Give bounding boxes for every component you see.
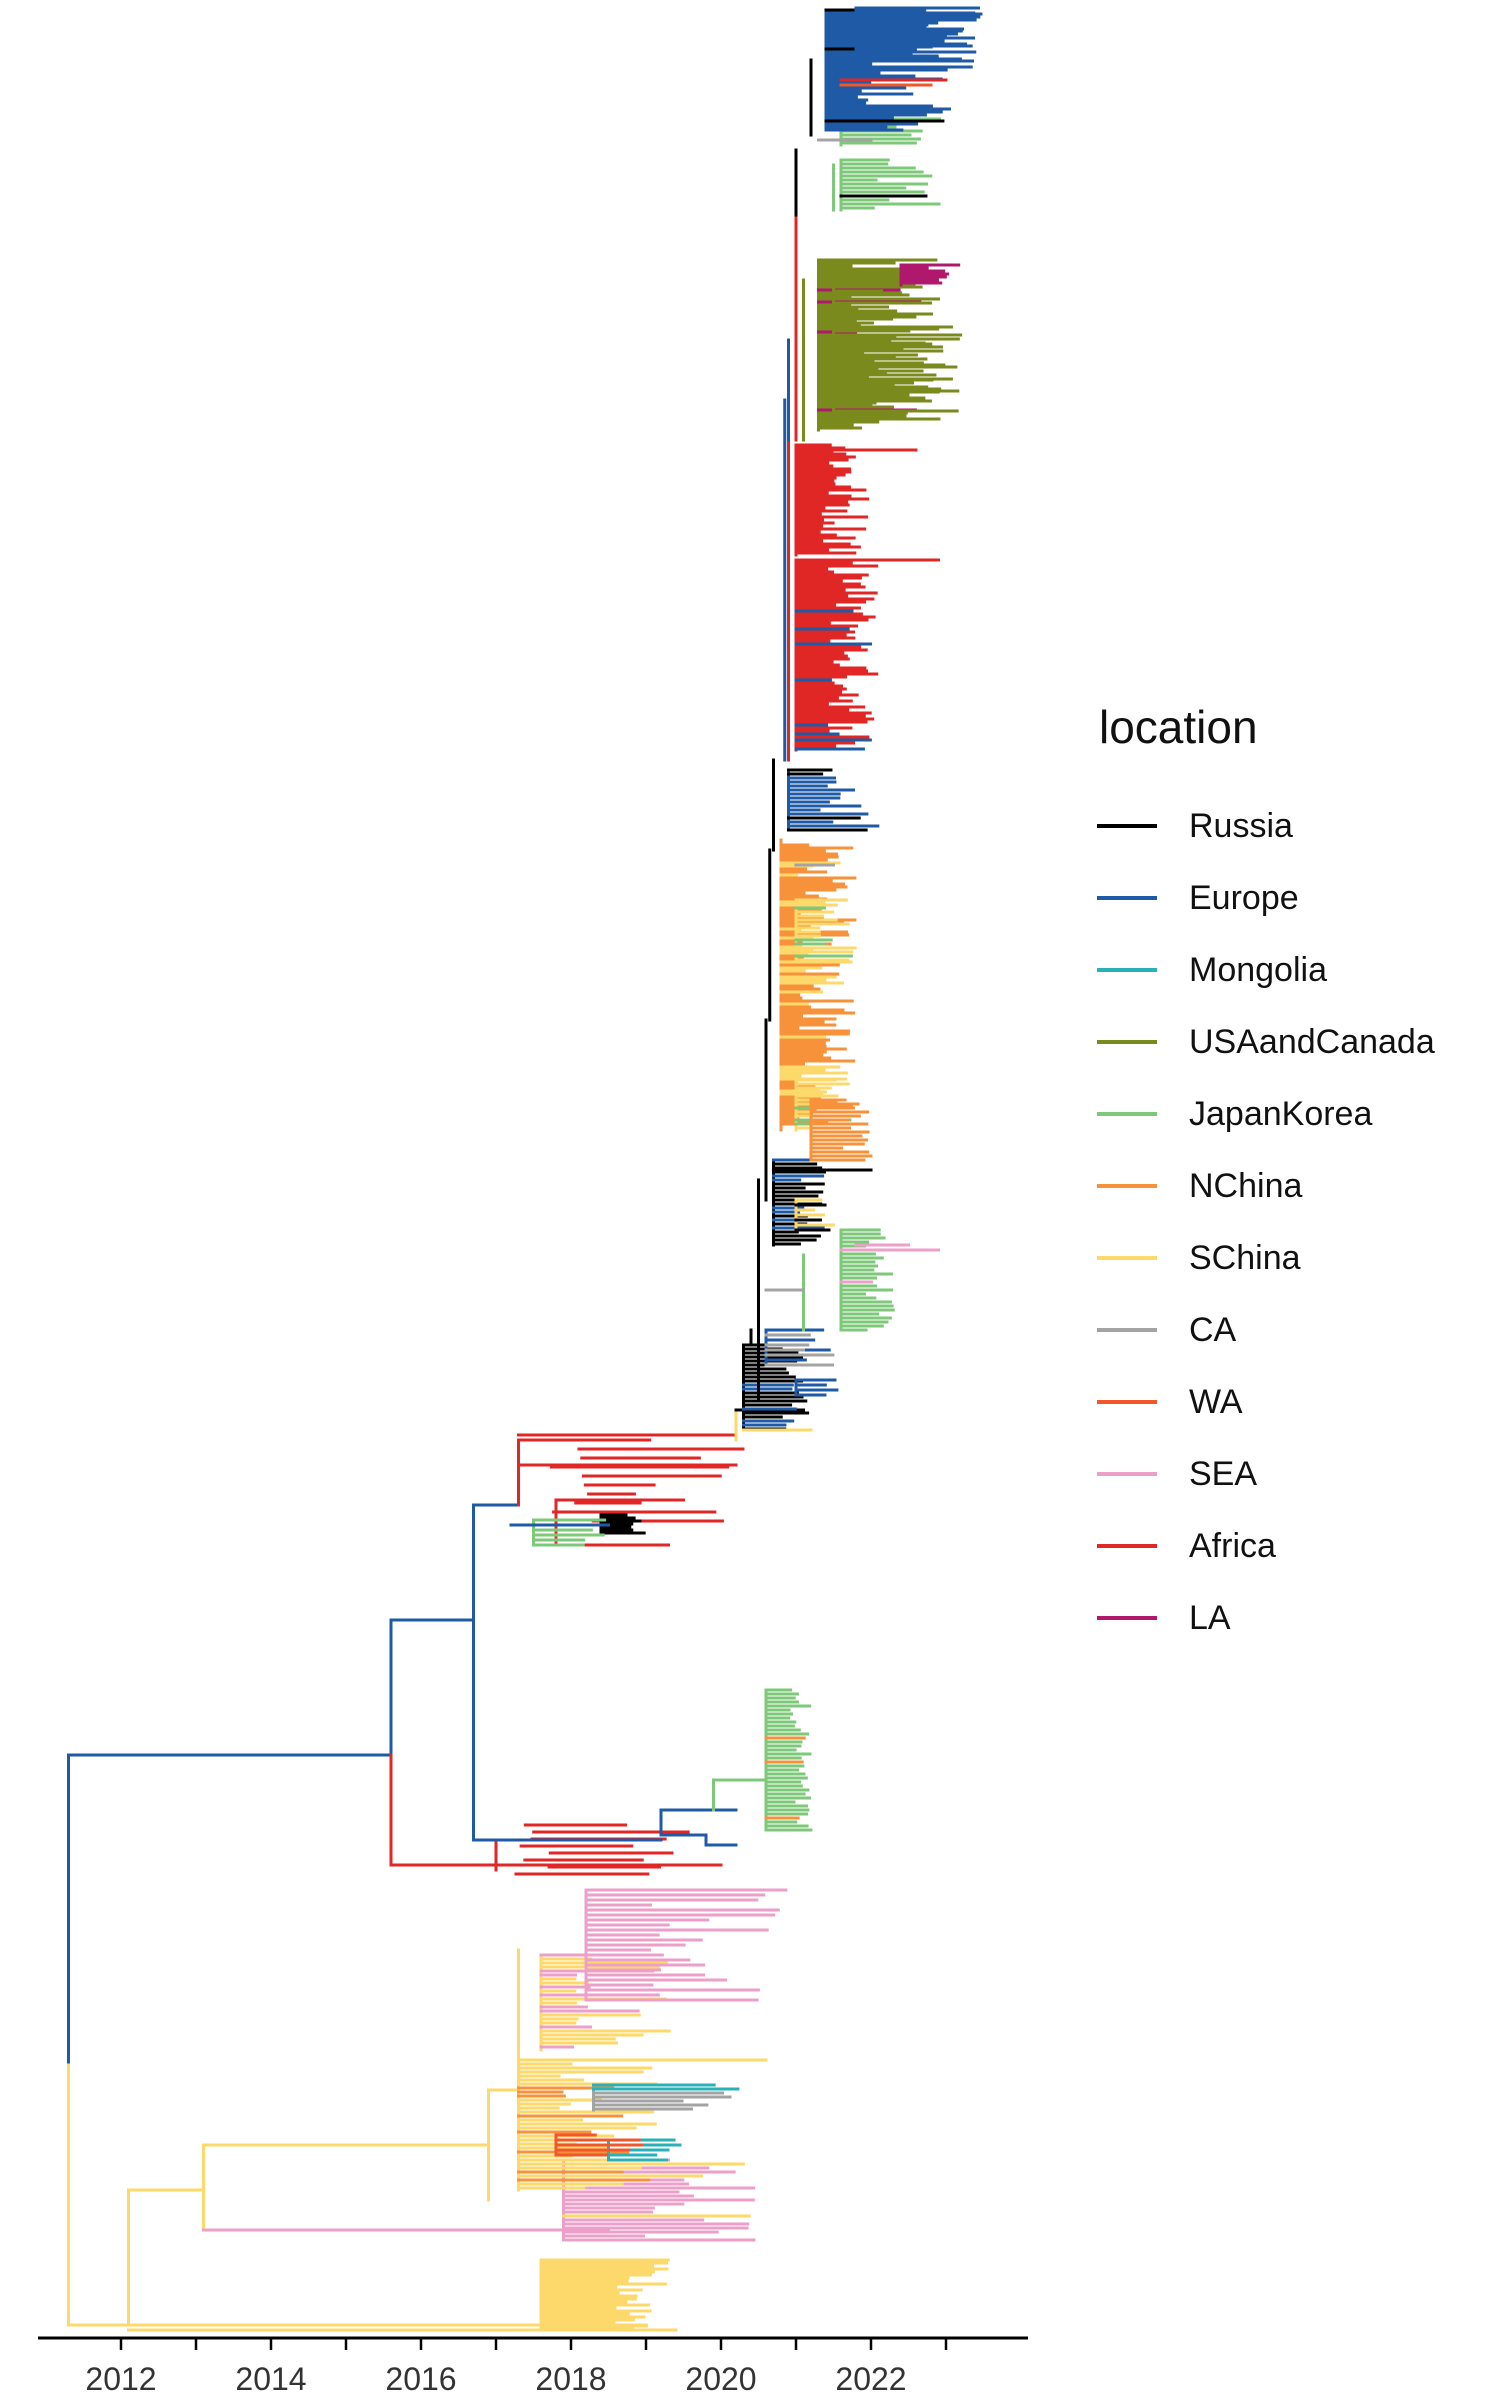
legend-label: JapanKorea xyxy=(1189,1094,1373,1133)
x-tick-label: 2016 xyxy=(385,2361,456,2397)
legend-label: Africa xyxy=(1189,1526,1276,1565)
legend-item-ca: CA xyxy=(1095,1294,1495,1366)
legend-swatch xyxy=(1097,896,1157,900)
legend-swatch xyxy=(1097,1616,1157,1620)
legend-swatch xyxy=(1097,1472,1157,1476)
legend-label: SEA xyxy=(1189,1454,1258,1493)
legend-swatch xyxy=(1097,1328,1157,1332)
x-tick-label: 2022 xyxy=(835,2361,906,2397)
legend-item-mongolia: Mongolia xyxy=(1095,934,1495,1006)
legend-label: Mongolia xyxy=(1189,950,1327,989)
legend-items: Russia Europe Mongolia USAandCanada JapanKor… xyxy=(1095,790,1495,1654)
tree-branches xyxy=(67,6,983,2332)
legend-label: LA xyxy=(1189,1598,1231,1637)
legend-swatch xyxy=(1097,1184,1157,1188)
legend-label: SChina xyxy=(1189,1238,1301,1277)
x-tick-label: 2020 xyxy=(685,2361,756,2397)
legend-swatch xyxy=(1097,824,1157,828)
x-tick-label: 2018 xyxy=(535,2361,606,2397)
legend-swatch xyxy=(1097,1544,1157,1548)
legend-item-wa: WA xyxy=(1095,1366,1495,1438)
legend-label: CA xyxy=(1189,1310,1237,1349)
legend-item-japankorea: JapanKorea xyxy=(1095,1078,1495,1150)
legend-item-usaandcanada: USAandCanada xyxy=(1095,1006,1495,1078)
x-tick-label: 2012 xyxy=(85,2361,156,2397)
legend-item-africa: Africa xyxy=(1095,1510,1495,1582)
legend-label: NChina xyxy=(1189,1166,1303,1205)
legend-label: USAandCanada xyxy=(1189,1022,1435,1061)
legend-item-schina: SChina xyxy=(1095,1222,1495,1294)
legend-swatch xyxy=(1097,1112,1157,1116)
legend-label: Russia xyxy=(1189,806,1293,845)
legend-item-russia: Russia xyxy=(1095,790,1495,862)
legend: location Russia Europe Mongolia USAandCanad… xyxy=(1095,700,1495,1654)
x-axis: 2012 2014 2016 2018 2020 2022 xyxy=(38,2336,1028,2397)
legend-item-nchina: NChina xyxy=(1095,1150,1495,1222)
legend-label: Europe xyxy=(1189,878,1299,917)
legend-swatch xyxy=(1097,968,1157,972)
legend-item-europe: Europe xyxy=(1095,862,1495,934)
legend-item-la: LA xyxy=(1095,1582,1495,1654)
legend-swatch xyxy=(1097,1400,1157,1404)
legend-item-sea: SEA xyxy=(1095,1438,1495,1510)
x-tick-label: 2014 xyxy=(235,2361,306,2397)
legend-swatch xyxy=(1097,1256,1157,1260)
legend-title: location xyxy=(1099,701,1258,753)
legend-swatch xyxy=(1097,1040,1157,1044)
legend-label: WA xyxy=(1189,1382,1243,1421)
